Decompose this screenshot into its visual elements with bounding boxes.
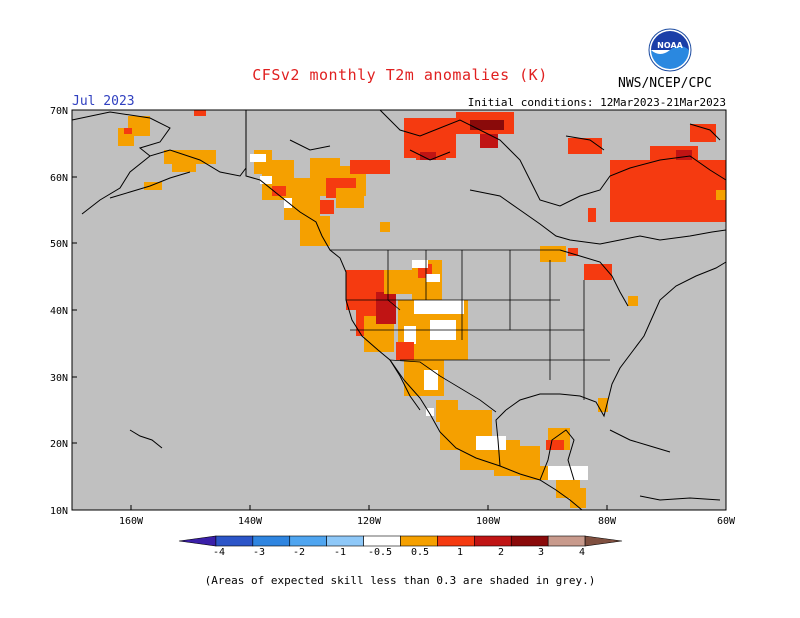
footnote: (Areas of expected skill less than 0.3 a… — [204, 574, 596, 587]
legend-swatch — [215, 535, 254, 547]
legend-label: -4 — [213, 547, 225, 558]
noaa-logo: NOAA — [648, 28, 692, 72]
legend-bar — [178, 535, 623, 547]
legend-swatch — [474, 535, 512, 547]
anomaly-map: 70N 60N 50N 40N 30N 20N 10N 160W 140W 12… — [50, 106, 736, 527]
lat-label: 70N — [50, 106, 68, 117]
longitude-labels: 160W 140W 120W 100W 80W 60W — [119, 516, 736, 527]
legend-label: 4 — [579, 547, 585, 558]
lon-label: 160W — [119, 516, 144, 527]
legend-label: -0.5 — [368, 547, 392, 558]
lon-label: 80W — [598, 516, 617, 527]
legend-label: 2 — [498, 547, 504, 558]
legend-swatch — [289, 535, 327, 547]
initial-conditions: Initial conditions: 12Mar2023-21Mar2023 — [467, 96, 726, 109]
coastlines — [71, 109, 727, 511]
noaa-logo-text: NOAA — [657, 41, 683, 50]
lon-label: 140W — [238, 516, 263, 527]
legend-swatch — [363, 535, 401, 547]
agency-label: NWS/NCEP/CPC — [618, 76, 712, 91]
lat-ticks — [72, 176, 608, 510]
chart-title: CFSv2 monthly T2m anomalies (K) — [252, 66, 548, 84]
legend-swatch — [400, 535, 438, 547]
legend-swatch — [547, 535, 586, 547]
legend-label: 0.5 — [411, 547, 429, 558]
lat-label: 50N — [50, 239, 68, 250]
legend-swatch — [510, 535, 549, 547]
political-borders — [330, 249, 610, 413]
legend-label: -1 — [334, 547, 346, 558]
lat-label: 10N — [50, 506, 68, 517]
legend-label: 3 — [538, 547, 544, 558]
legend-labels: -4 -3 -2 -1 -0.5 0.5 1 2 3 4 — [213, 547, 585, 558]
forecast-month: Jul 2023 — [72, 94, 135, 109]
latitude-labels: 70N 60N 50N 40N 30N 20N 10N — [50, 106, 68, 517]
lon-label: 60W — [717, 516, 736, 527]
lat-label: 60N — [50, 173, 68, 184]
lon-label: 120W — [357, 516, 382, 527]
lat-label: 40N — [50, 306, 68, 317]
lat-label: 20N — [50, 439, 68, 450]
legend-swatch — [326, 535, 364, 547]
legend-label: 1 — [457, 547, 463, 558]
legend-swatch — [437, 535, 475, 547]
legend-label: -3 — [253, 547, 265, 558]
legend-label: -2 — [293, 547, 305, 558]
legend-arrow-warm — [584, 535, 623, 547]
lon-label: 100W — [476, 516, 501, 527]
lat-label: 30N — [50, 373, 68, 384]
legend-arrow-cold — [178, 535, 217, 547]
legend-swatch — [252, 535, 291, 547]
